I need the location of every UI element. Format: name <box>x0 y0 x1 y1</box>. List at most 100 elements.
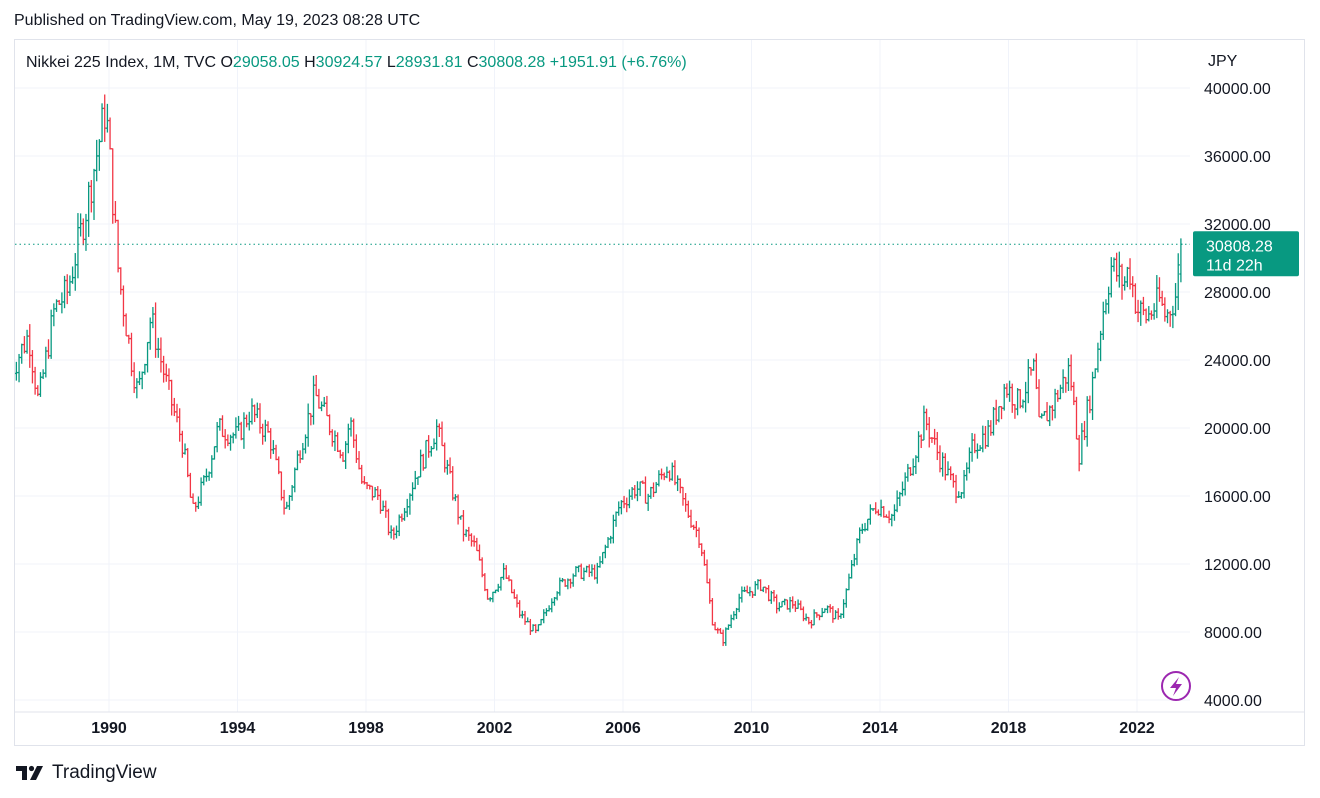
chart-frame[interactable] <box>14 39 1305 746</box>
ohlc-bar-up <box>991 406 996 436</box>
ohlc-bar-up <box>729 614 733 629</box>
x-tick-label: 1994 <box>220 720 256 737</box>
ohlc-bar-up <box>424 439 428 469</box>
ohlc-bar-up <box>95 139 99 182</box>
ohlc-bar-up <box>737 593 741 613</box>
ohlc-bar-up <box>1040 413 1044 419</box>
ohlc-bar-up <box>218 418 222 431</box>
ohlc-bar-up <box>609 535 613 544</box>
ohlc-bar-down <box>700 543 704 557</box>
ohlc-bar-up <box>852 553 856 567</box>
legend-symbol: Nikkei 225 Index, 1M, TVC <box>26 54 217 71</box>
ohlc-bar-up <box>60 292 64 314</box>
y-tick-label: 8000.00 <box>1204 625 1262 642</box>
ohlc-bar-down <box>716 627 720 634</box>
ohlc-bar-down <box>1163 297 1167 322</box>
ohlc-bar-up <box>1123 276 1127 291</box>
tradingview-footer[interactable]: TradingView <box>16 762 157 784</box>
ohlc-bar-down <box>710 598 715 626</box>
ohlc-bar-up <box>231 432 235 444</box>
ohlc-bar-down <box>469 533 474 547</box>
ohlc-bar-down <box>456 494 460 525</box>
ohlc-bar-up <box>25 329 29 354</box>
ohlc-bar-up <box>1101 301 1105 340</box>
ohlc-bar-up <box>68 275 72 297</box>
ohlc-bar-up <box>617 501 621 516</box>
ohlc-bar-down <box>309 412 313 426</box>
ohlc-bar-up <box>1080 423 1084 465</box>
ohlc-bar-down <box>1056 389 1060 402</box>
ohlc-bar-down <box>132 362 136 394</box>
ohlc-bar-up <box>833 610 838 620</box>
ohlc-bar-down <box>81 218 85 246</box>
ohlc-bar-down <box>239 421 243 441</box>
ohlc-bar-up <box>740 586 744 603</box>
legend-low-key: L <box>386 54 396 71</box>
ohlc-bar-up <box>780 600 784 608</box>
ohlc-bar-down <box>129 332 134 377</box>
ohlc-bar-down <box>30 350 35 384</box>
ohlc-bar-down <box>1115 252 1119 282</box>
ohlc-bar-down <box>376 486 380 500</box>
ohlc-bar-down <box>1131 276 1135 298</box>
y-tick-label: 20000.00 <box>1204 421 1271 438</box>
ohlc-bar-down <box>807 616 811 625</box>
ohlc-bar-down <box>258 403 262 434</box>
ohlc-bar-down <box>437 423 441 437</box>
ohlc-bar-up <box>1171 305 1175 329</box>
ohlc-bar-down <box>1144 308 1148 324</box>
ohlc-bar-down <box>686 500 690 518</box>
ohlc-bar-down <box>587 564 591 578</box>
ohlc-bar-up <box>590 564 594 577</box>
ohlc-bar-up <box>1104 299 1108 315</box>
y-tick-label: 16000.00 <box>1204 489 1271 506</box>
ohlc-bar-down <box>103 94 107 142</box>
ohlc-bar-up <box>285 501 289 509</box>
ohlc-bar-up <box>319 401 324 412</box>
ohlc-bar-down <box>1168 310 1172 327</box>
ohlc-bar-down <box>510 579 514 594</box>
ohlc-bar-up <box>542 609 546 624</box>
y-tick-label: 24000.00 <box>1204 353 1271 370</box>
ohlc-bar-down <box>113 201 118 223</box>
ohlc-bar-up <box>76 213 80 279</box>
ohlc-bar-down <box>119 267 123 295</box>
ohlc-bar-down <box>440 421 444 447</box>
ohlc-bar-up <box>635 481 640 502</box>
ohlc-bar-up <box>895 490 899 513</box>
legend-open: 29058.05 <box>232 54 300 71</box>
ohlc-bar-up <box>413 470 417 490</box>
ohlc-bar-up <box>419 449 423 478</box>
ohlc-bar-up <box>349 417 353 437</box>
tradingview-brand: TradingView <box>52 762 157 783</box>
ohlc-bar-down <box>336 432 340 452</box>
ohlc-bar-down <box>772 590 776 602</box>
ohlc-bar-up <box>1093 368 1097 379</box>
ohlc-bar-down <box>759 579 763 592</box>
ohlc-bar-up <box>1066 358 1071 391</box>
ohlc-bar-down <box>226 434 230 447</box>
ohlc-bar-up <box>70 266 75 284</box>
ohlc-bar-down <box>1141 296 1146 316</box>
ohlc-bar-down <box>485 588 490 600</box>
ohlc-bar-down <box>705 559 709 584</box>
ohlc-bar-down <box>579 563 583 580</box>
y-tick-label: 32000.00 <box>1204 217 1271 234</box>
ohlc-bar-up <box>627 489 632 509</box>
ohlc-bar-down <box>994 399 998 425</box>
ohlc-bar-down <box>678 478 682 494</box>
x-tick-label: 2014 <box>862 720 898 737</box>
ohlc-bar-down <box>927 417 931 448</box>
ohlc-bar-down <box>1120 263 1124 300</box>
ohlc-bar-up <box>402 507 407 521</box>
ohlc-bar-down <box>223 429 227 449</box>
ohlc-bar-up <box>649 486 653 499</box>
ohlc-bar-down <box>427 435 431 458</box>
ohlc-bar-down <box>186 448 190 478</box>
lightning-icon[interactable] <box>1161 671 1191 701</box>
ohlc-bar-down <box>643 476 648 504</box>
x-tick-label: 2006 <box>605 720 641 737</box>
ohlc-bar-down <box>325 395 329 417</box>
ohlc-bar-up <box>981 425 985 453</box>
